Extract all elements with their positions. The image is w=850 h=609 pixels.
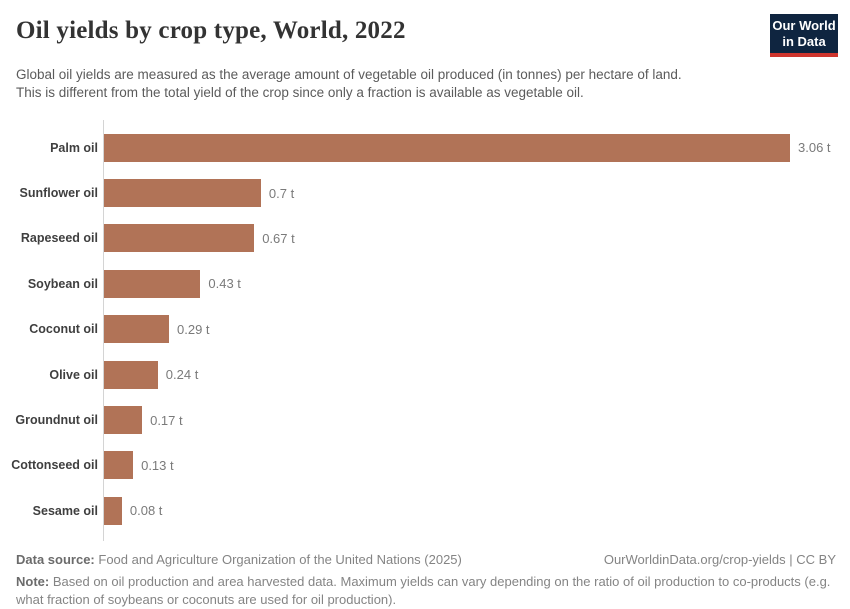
- bar[interactable]: [104, 496, 122, 525]
- bar-row-plot: 0.43 t: [103, 261, 850, 306]
- chart-subtitle-line2: This is different from the total yield o…: [16, 85, 584, 100]
- data-source-text: Food and Agriculture Organization of the…: [98, 551, 462, 567]
- chart-note: Note: Based on oil production and area h…: [16, 573, 836, 609]
- bar-row-plot: 0.13 t: [103, 443, 850, 488]
- bar[interactable]: [104, 133, 790, 162]
- bar[interactable]: [104, 360, 158, 389]
- bar-row-plot: 0.08 t: [103, 488, 850, 533]
- bar-category-label: Palm oil: [50, 140, 98, 155]
- data-source: Data source: Food and Agriculture Organi…: [16, 551, 462, 569]
- chart-header: Oil yields by crop type, World, 2022 Our…: [0, 0, 850, 102]
- bar-category-label: Rapeseed oil: [20, 231, 98, 246]
- owid-logo-line2: in Data: [782, 34, 826, 49]
- bar-row[interactable]: Olive oil 0.24 t: [0, 352, 850, 397]
- bar-row-plot: 3.06 t: [103, 125, 850, 170]
- bar-rows: Palm oil 3.06 t Sunflower oil 0.7 t Rape…: [0, 125, 850, 534]
- bar-row-plot: 0.7 t: [103, 170, 850, 215]
- bar-row[interactable]: Groundnut oil 0.17 t: [0, 397, 850, 442]
- bar-row[interactable]: Cottonseed oil 0.13 t: [0, 443, 850, 488]
- data-source-label: Data source:: [16, 551, 95, 567]
- bar-value-label: 0.08 t: [129, 503, 163, 519]
- bar-value-label: 3.06 t: [798, 140, 831, 156]
- bar-category-label: Soybean oil: [27, 276, 98, 291]
- bar-value-label: 0.24 t: [165, 367, 199, 383]
- bar[interactable]: [104, 269, 201, 298]
- bar-chart: Palm oil 3.06 t Sunflower oil 0.7 t Rape…: [0, 120, 850, 541]
- bar-row[interactable]: Sesame oil 0.08 t: [0, 488, 850, 533]
- bar-category-label: Groundnut oil: [15, 413, 98, 428]
- bar[interactable]: [104, 451, 134, 480]
- bar-category-label: Cottonseed oil: [11, 458, 98, 473]
- bar-row-plot: 0.29 t: [103, 307, 850, 352]
- chart-subtitle-line1: Global oil yields are measured as the av…: [16, 67, 682, 82]
- bar-row[interactable]: Coconut oil 0.29 t: [0, 307, 850, 352]
- bar-value-label: 0.67 t: [262, 230, 295, 246]
- bar-value-label: 0.13 t: [141, 457, 174, 473]
- bar-row[interactable]: Sunflower oil 0.7 t: [0, 170, 850, 215]
- bar-value-label: 0.7 t: [268, 185, 295, 201]
- bar-row-plot: 0.17 t: [103, 397, 850, 442]
- attribution-link[interactable]: OurWorldinData.org/crop-yields | CC BY: [603, 551, 836, 567]
- bar-category-label: Sesame oil: [32, 503, 98, 518]
- bar-row[interactable]: Palm oil 3.06 t: [0, 125, 850, 170]
- bar-category-label: Sunflower oil: [19, 186, 98, 201]
- bar-category-label: Coconut oil: [29, 322, 98, 337]
- bar[interactable]: [104, 315, 169, 344]
- bar-value-label: 0.17 t: [150, 412, 183, 428]
- bar[interactable]: [104, 224, 255, 253]
- note-label: Note:: [16, 573, 50, 589]
- bar-row-plot: 0.24 t: [103, 352, 850, 397]
- bar-row[interactable]: Rapeseed oil 0.67 t: [0, 216, 850, 261]
- bar[interactable]: [104, 406, 143, 435]
- bar-category-label: Olive oil: [49, 367, 98, 382]
- bar-value-label: 0.43 t: [208, 276, 241, 292]
- note-text: Based on oil production and area harvest…: [16, 573, 831, 607]
- bar-row-plot: 0.67 t: [103, 216, 850, 261]
- owid-logo-line1: Our World: [772, 18, 836, 33]
- bar-row[interactable]: Soybean oil 0.43 t: [0, 261, 850, 306]
- owid-logo[interactable]: Our World in Data: [770, 14, 838, 57]
- bar-value-label: 0.29 t: [177, 321, 210, 337]
- page-title: Oil yields by crop type, World, 2022: [16, 17, 406, 44]
- chart-subtitle: Global oil yields are measured as the av…: [16, 66, 796, 102]
- bar[interactable]: [104, 179, 261, 208]
